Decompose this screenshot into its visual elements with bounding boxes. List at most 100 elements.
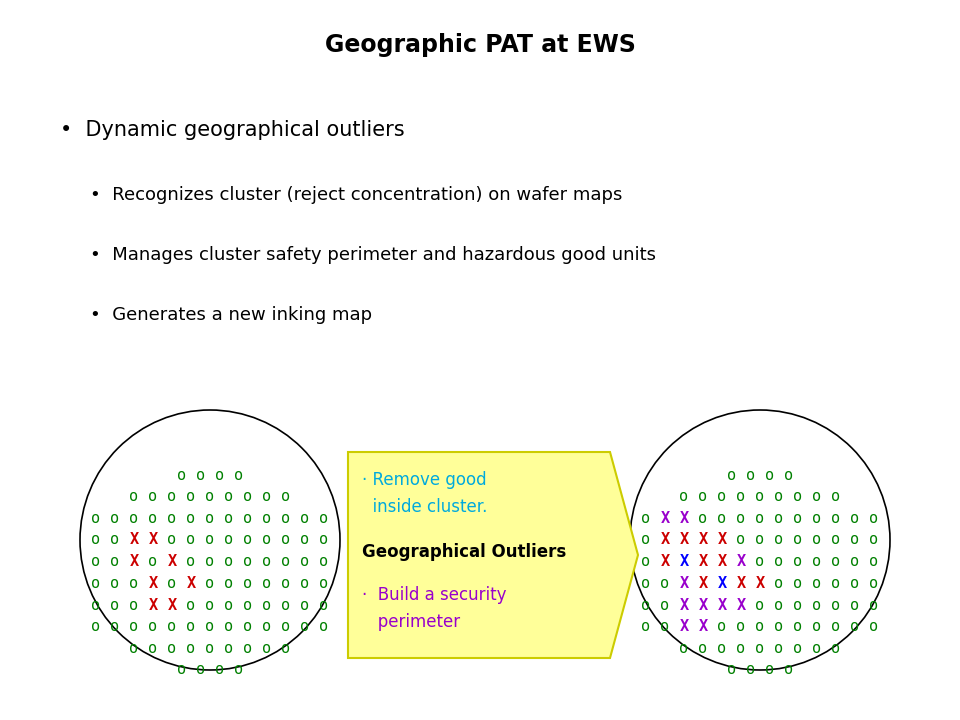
Text: o: o (91, 533, 101, 547)
Text: X: X (699, 533, 708, 547)
Text: o: o (851, 533, 859, 547)
Text: o: o (205, 533, 215, 547)
Text: · Remove good: · Remove good (362, 471, 487, 489)
Text: o: o (736, 489, 746, 504)
Text: X: X (680, 510, 688, 526)
Text: o: o (281, 641, 291, 656)
Text: o: o (746, 467, 756, 482)
Text: o: o (186, 641, 196, 656)
Text: o: o (784, 467, 793, 482)
Text: o: o (699, 510, 708, 526)
Text: o: o (91, 598, 101, 613)
Text: o: o (831, 554, 841, 570)
Text: o: o (717, 510, 727, 526)
Text: o: o (775, 554, 783, 570)
Text: o: o (281, 554, 291, 570)
Text: o: o (205, 489, 215, 504)
Text: o: o (225, 641, 233, 656)
Text: o: o (320, 619, 328, 634)
Text: o: o (177, 662, 186, 678)
Text: o: o (680, 641, 688, 656)
Text: X: X (680, 533, 688, 547)
Text: o: o (186, 619, 196, 634)
Text: X: X (149, 533, 157, 547)
Text: o: o (281, 598, 291, 613)
Text: o: o (234, 662, 243, 678)
Text: o: o (225, 619, 233, 634)
Text: o: o (110, 576, 120, 591)
Text: X: X (660, 533, 669, 547)
Text: o: o (149, 641, 157, 656)
Text: o: o (717, 619, 727, 634)
Text: o: o (756, 598, 764, 613)
Text: o: o (831, 533, 841, 547)
Text: o: o (660, 619, 669, 634)
Text: X: X (149, 598, 157, 613)
Text: o: o (262, 576, 272, 591)
Text: o: o (215, 662, 224, 678)
Text: o: o (831, 576, 841, 591)
Text: o: o (91, 554, 101, 570)
Text: o: o (812, 533, 822, 547)
Text: o: o (870, 598, 878, 613)
Text: o: o (641, 554, 651, 570)
Text: o: o (110, 619, 120, 634)
Text: o: o (660, 576, 669, 591)
Text: o: o (167, 533, 177, 547)
Text: o: o (736, 619, 746, 634)
Text: o: o (262, 554, 272, 570)
Text: o: o (130, 619, 138, 634)
Text: inside cluster.: inside cluster. (362, 498, 488, 516)
Text: X: X (699, 619, 708, 634)
Text: o: o (812, 554, 822, 570)
Text: X: X (699, 576, 708, 591)
Text: o: o (812, 641, 822, 656)
Text: X: X (736, 576, 746, 591)
Text: X: X (736, 554, 746, 570)
Text: o: o (149, 554, 157, 570)
Text: X: X (680, 619, 688, 634)
Text: o: o (812, 510, 822, 526)
Text: o: o (130, 510, 138, 526)
Text: o: o (196, 467, 205, 482)
Text: o: o (320, 510, 328, 526)
Text: X: X (717, 598, 727, 613)
Text: o: o (775, 576, 783, 591)
Text: o: o (699, 489, 708, 504)
Text: X: X (717, 554, 727, 570)
Text: X: X (699, 598, 708, 613)
Text: o: o (765, 662, 774, 678)
Text: X: X (680, 554, 688, 570)
Text: o: o (244, 619, 252, 634)
Text: o: o (149, 510, 157, 526)
Text: o: o (851, 554, 859, 570)
Text: o: o (793, 641, 803, 656)
Text: o: o (149, 489, 157, 504)
Text: o: o (756, 533, 764, 547)
Text: o: o (281, 489, 291, 504)
Text: o: o (756, 641, 764, 656)
Text: •  Dynamic geographical outliers: • Dynamic geographical outliers (60, 120, 404, 140)
Text: o: o (320, 598, 328, 613)
Text: o: o (244, 533, 252, 547)
Text: o: o (300, 510, 309, 526)
Text: o: o (870, 510, 878, 526)
Text: o: o (300, 576, 309, 591)
Text: o: o (244, 598, 252, 613)
Text: o: o (205, 641, 215, 656)
Text: o: o (756, 619, 764, 634)
Text: Geographical Outliers: Geographical Outliers (362, 543, 566, 561)
Text: o: o (812, 619, 822, 634)
Text: o: o (320, 533, 328, 547)
Text: o: o (320, 554, 328, 570)
Text: o: o (130, 598, 138, 613)
Text: o: o (130, 489, 138, 504)
Text: o: o (234, 467, 243, 482)
Text: o: o (746, 662, 756, 678)
Text: o: o (851, 510, 859, 526)
Text: X: X (660, 554, 669, 570)
Text: •  Manages cluster safety perimeter and hazardous good units: • Manages cluster safety perimeter and h… (90, 246, 656, 264)
Text: o: o (699, 641, 708, 656)
Text: o: o (196, 662, 205, 678)
Text: o: o (215, 467, 224, 482)
